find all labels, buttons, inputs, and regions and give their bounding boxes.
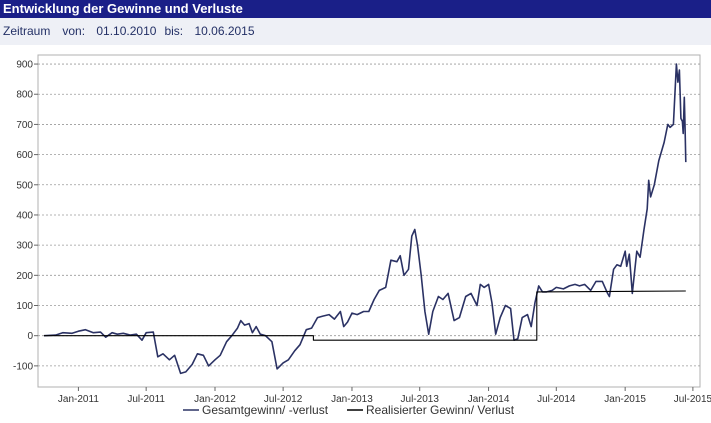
series-line-realized	[44, 290, 686, 341]
legend-label: Gesamtgewinn/ -verlust	[202, 403, 329, 417]
y-tick-label: 700	[16, 120, 33, 131]
x-tick-label: Jan-2011	[58, 394, 99, 405]
y-tick-label: -100	[13, 361, 33, 372]
y-tick-label: 900	[16, 60, 33, 71]
to-value: 10.06.2015	[194, 24, 255, 38]
chart-title-bar: Entwicklung der Gewinne und Verluste	[0, 0, 711, 18]
x-tick-label: Jul-2011	[127, 394, 165, 405]
from-value: 01.10.2010	[96, 24, 157, 38]
y-tick-label: 0	[27, 331, 33, 342]
y-tick-label: 300	[16, 241, 33, 252]
legend-label: Realisierter Gewinn/ Verlust	[366, 403, 515, 417]
x-tick-label: Jan-2012	[194, 394, 236, 405]
x-tick-label: Jul-2013	[401, 394, 440, 405]
x-tick-label: Jul-2012	[264, 394, 303, 405]
line-chart: -100 0 100 200 300 400 500 600 700 800 900 Jan-2011…	[13, 54, 711, 417]
chart-title: Entwicklung der Gewinne und Verluste	[3, 1, 243, 16]
plot-area	[37, 54, 701, 388]
y-tick-label: 200	[16, 271, 33, 282]
x-tick-label: Jan-2014	[468, 394, 510, 405]
x-tick-label: Jul-2015	[674, 394, 711, 405]
from-label: von:	[62, 24, 86, 38]
series-line-total	[43, 63, 687, 375]
y-tick-label: 500	[16, 180, 33, 191]
x-tick-label: Jan-2013	[331, 394, 373, 405]
x-tick-label: Jul-2014	[537, 394, 576, 405]
date-range-bar: Zeitraum von: 01.10.2010 bis: 10.06.2015	[0, 18, 711, 45]
y-tick-label: 800	[16, 90, 33, 101]
range-label: Zeitraum	[3, 24, 51, 38]
to-label: bis:	[164, 24, 184, 38]
y-tick-label: 100	[16, 301, 33, 312]
y-tick-label: 600	[16, 150, 33, 161]
x-tick-label: Jan-2015	[604, 394, 646, 405]
legend: Gesamtgewinn/ -verlust Realisierter Gewin…	[183, 403, 515, 417]
legend-item-total: Gesamtgewinn/ -verlust	[183, 403, 329, 417]
legend-item-realized: Realisierter Gewinn/ Verlust	[347, 403, 515, 417]
y-tick-label: 400	[16, 210, 33, 221]
